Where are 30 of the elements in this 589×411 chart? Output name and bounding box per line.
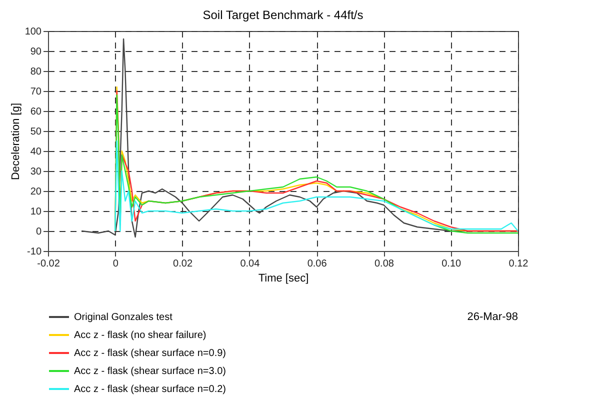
x-tick-label: 0.06 [307, 258, 328, 270]
legend-label: Acc z - flask (shear surface n=0.2) [74, 384, 226, 395]
x-tick-label: 0.12 [508, 258, 529, 270]
y-tick-label: 100 [24, 26, 42, 38]
legend-label: Original Gonzales test [74, 312, 173, 323]
x-tick-label: 0.08 [374, 258, 394, 270]
text: 26-Mar-98 [467, 311, 518, 323]
y-tick-label: 80 [30, 66, 42, 78]
y-tick-label: 50 [30, 126, 42, 138]
y-tick-label: 20 [30, 186, 42, 198]
y-tick-label: 10 [30, 206, 42, 218]
legend-label: Acc z - flask (no shear failure) [74, 330, 206, 341]
x-tick-label: 0.04 [240, 258, 260, 270]
chart-title: Soil Target Benchmark - 44ft/s [202, 8, 364, 22]
x-tick-label: 0.02 [173, 258, 193, 270]
y-tick-label: 30 [30, 166, 42, 178]
line-series [114, 140, 518, 232]
y-axis-title: Deceleration [g] [10, 102, 22, 180]
legend-label: Acc z - flask (shear surface n=3.0) [74, 366, 226, 377]
x-axis-title: Time [sec] [258, 272, 309, 284]
x-tick-label: -0.02 [37, 258, 60, 270]
legend-label: Acc z - flask (shear surface n=0.9) [74, 348, 226, 359]
x-tick-label: 0 [112, 258, 119, 270]
y-tick-label: 40 [30, 146, 42, 158]
y-tick-label: 90 [30, 46, 42, 58]
y-tick-label: -10 [27, 246, 42, 258]
y-tick-label: 70 [30, 86, 42, 98]
y-tick-label: 60 [30, 106, 42, 118]
x-tick-label: 0.10 [442, 258, 462, 270]
y-tick-label: 0 [36, 226, 42, 238]
